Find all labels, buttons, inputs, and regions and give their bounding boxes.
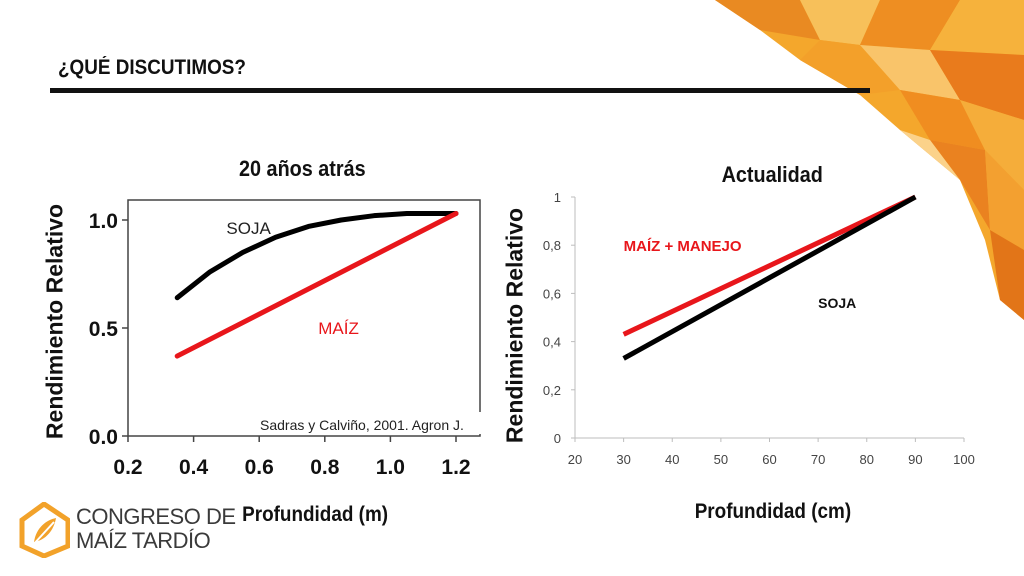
chart1-x-axis-label: Profundidad (m) xyxy=(242,503,389,526)
chart1-y-tick-label: 0.5 xyxy=(89,318,119,341)
chart2-x-tick-label: 20 xyxy=(568,452,582,467)
chart1-annotation-bg xyxy=(256,412,482,434)
title-divider xyxy=(50,88,870,93)
chart2-x-tick-label: 50 xyxy=(714,452,728,467)
chart2-series-label-maiz-manejo: MAÍZ + MANEJO xyxy=(624,238,742,255)
logo-text-line2: MAÍZ TARDÍO xyxy=(76,528,211,553)
chart2-y-tick-label: 0,4 xyxy=(543,335,561,350)
chart2-x-axis-label: Profundidad (cm) xyxy=(694,500,852,523)
chart2-y-axis-label: Rendimiento Relativo xyxy=(501,207,528,444)
chart1-x-tick-label: 0.4 xyxy=(179,456,209,479)
chart1-y-tick-label: 0.0 xyxy=(89,426,118,449)
chart2-title: Actualidad xyxy=(721,162,823,187)
chart2-x-tick-label: 90 xyxy=(908,452,922,467)
chart1-series-label-maiz: MAÍZ xyxy=(318,319,359,338)
chart2-x-tick-label: 100 xyxy=(953,452,975,467)
chart1-x-tick-label: 0.8 xyxy=(310,456,340,479)
slide-title: ¿QUÉ DISCUTIMOS? xyxy=(58,56,246,79)
chart1-annotation: Sadras y Calviño, 2001. Agron J. xyxy=(260,417,464,433)
chart2-y-tick-label: 0,8 xyxy=(543,238,561,253)
chart1-x-tick-label: 0.6 xyxy=(245,456,274,479)
chart1-series-label-soja: SOJA xyxy=(226,219,271,238)
chart1-series-line-0 xyxy=(174,211,459,301)
chart2-y-tick-label: 0,6 xyxy=(543,286,561,301)
chart1-y-tick-label: 1.0 xyxy=(89,210,118,233)
chart2-x-tick-label: 30 xyxy=(616,452,630,467)
chart2-y-tick-label: 0 xyxy=(554,431,561,446)
logo-icon xyxy=(19,502,70,558)
chart2-y-tick-label: 0,2 xyxy=(543,383,561,398)
chart1-y-axis-label: Rendimiento Relativo xyxy=(41,203,68,440)
chart2-x-tick-label: 70 xyxy=(811,452,825,467)
chart1-frame xyxy=(127,199,481,437)
chart2-x-tick-label: 60 xyxy=(762,452,776,467)
chart2-x-tick-label: 80 xyxy=(860,452,874,467)
chart1-x-tick-label: 1.0 xyxy=(376,456,405,479)
chart2-y-tick-label: 1 xyxy=(554,190,561,205)
chart2-series-line-0 xyxy=(622,194,917,337)
chart1-plot: 0.0 0.5 1.0 0.2 0.4 0.6 0.8 1.0 1.2 SOJA MAÍZ Sadra… xyxy=(89,199,482,479)
chart2-series-label-soja: SOJA xyxy=(818,295,856,311)
chart2-series-line-1 xyxy=(622,194,917,361)
logo-text-line1: CONGRESO DE xyxy=(76,504,236,529)
chart1-x-tick-label: 1.2 xyxy=(441,456,470,479)
chart1-series-line-1 xyxy=(174,211,459,359)
chart2-plot: 0 0,2 0,4 0,6 0,8 1 20 30 40 50 60 70 80 90 100 MAÍZ + … xyxy=(543,190,975,467)
chart1-title: 20 años atrás xyxy=(239,156,366,181)
chart2-x-tick-label: 40 xyxy=(665,452,679,467)
chart1-x-tick-label: 0.2 xyxy=(113,456,142,479)
